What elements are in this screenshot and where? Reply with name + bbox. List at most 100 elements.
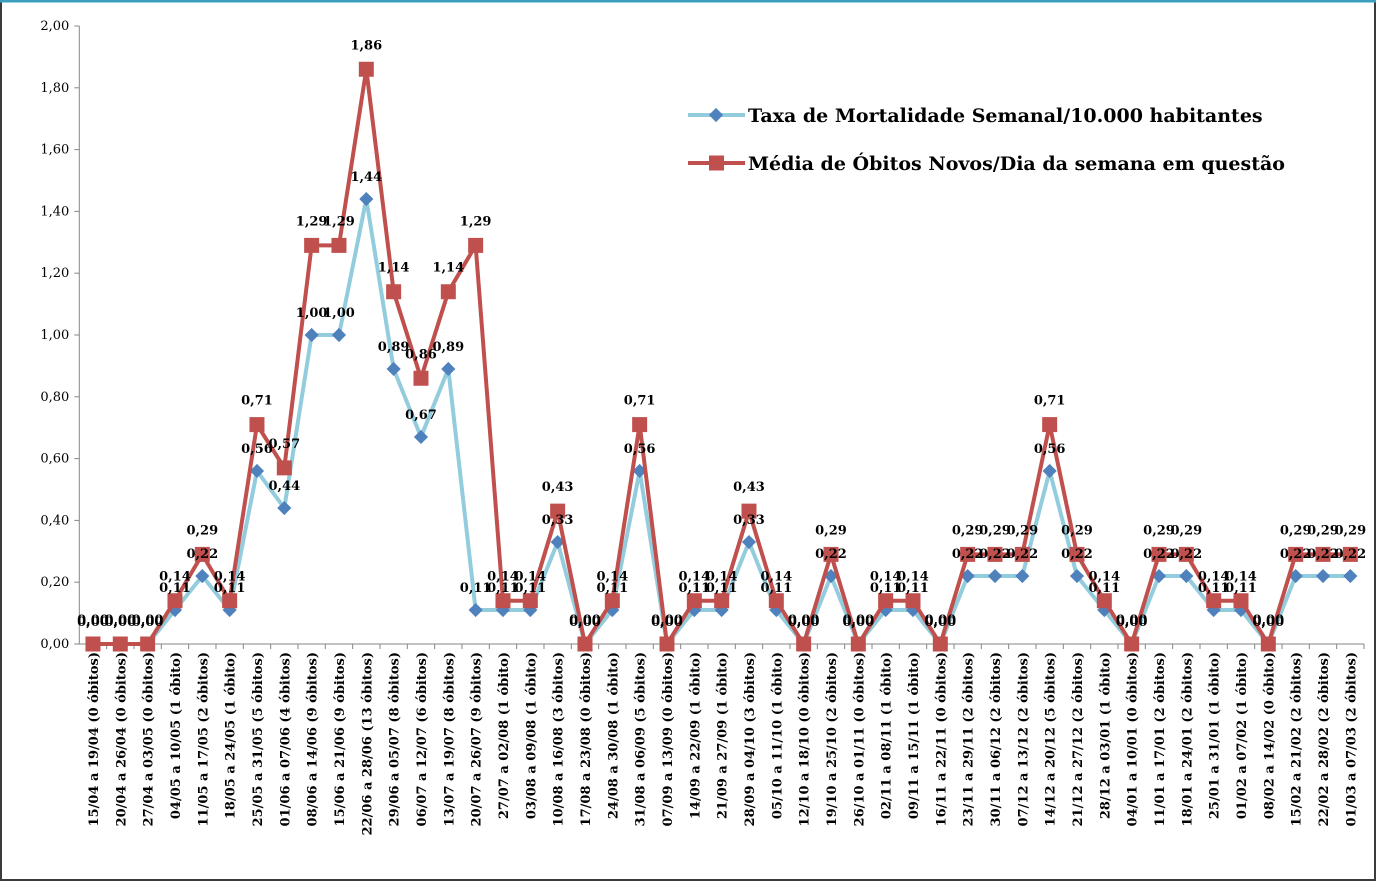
data-label: 0,29 xyxy=(1307,523,1339,538)
data-label: 0,00 xyxy=(842,613,874,628)
data-label: 0,11 xyxy=(706,581,738,596)
data-label: 0,00 xyxy=(924,613,956,628)
data-label: 0,71 xyxy=(241,394,273,409)
data-label: 0,22 xyxy=(186,547,218,562)
x-tick-label: 09/11 a 15/11 (1 óbito) xyxy=(907,652,922,819)
data-label: 0,00 xyxy=(569,613,601,628)
data-label: 0,22 xyxy=(952,547,984,562)
data-label: 0,14 xyxy=(897,570,929,585)
x-tick-label: 25/01 a 31/01 (1 óbito) xyxy=(1208,652,1223,819)
y-tick-label: 1,60 xyxy=(40,143,69,158)
square-marker xyxy=(1206,593,1222,609)
x-tick-label: 23/11 a 29/11 (2 óbitos) xyxy=(962,652,977,826)
data-label: 0,11 xyxy=(159,581,191,596)
x-tick-label: 18/05 a 24/05 (1 óbito) xyxy=(224,652,239,819)
x-tick-label: 20/04 a 26/04 (0 óbitos) xyxy=(114,652,129,826)
data-label: 0,44 xyxy=(268,479,300,494)
y-tick-label: 0,40 xyxy=(40,513,69,528)
diamond-marker xyxy=(359,191,374,207)
data-label: 0,00 xyxy=(1116,615,1148,630)
data-label: 0,14 xyxy=(678,570,710,585)
x-tick-label: 22/02 a 28/02 (2 óbitos) xyxy=(1317,652,1332,826)
legend-label: Taxa de Mortalidade Semanal/10.000 habit… xyxy=(748,105,1263,127)
square-marker xyxy=(714,593,730,609)
y-tick-label: 2,00 xyxy=(40,19,69,34)
square-marker xyxy=(276,460,292,476)
data-label: 0,29 xyxy=(1170,523,1202,538)
square-marker xyxy=(1233,593,1249,609)
data-label: 0,11 xyxy=(460,581,492,596)
x-tick-label: 07/12 a 13/12 (2 óbitos) xyxy=(1016,652,1031,826)
x-tick-label: 21/12 a 27/12 (2 óbitos) xyxy=(1071,652,1086,826)
square-marker xyxy=(632,417,648,433)
data-label: 0,89 xyxy=(378,340,410,355)
y-tick-label: 1,80 xyxy=(40,81,69,96)
x-tick-label: 06/07 a 12/07 (6 óbitos) xyxy=(415,652,430,826)
diamond-marker xyxy=(741,534,757,550)
data-label: 0,86 xyxy=(405,347,437,362)
data-label: 1,29 xyxy=(296,214,328,229)
diamond-marker xyxy=(1179,568,1194,584)
x-tick-label: 28/12 a 03/01 (1 óbito) xyxy=(1098,652,1113,819)
x-tick-label: 21/09 a 27/09 (1 óbito) xyxy=(716,652,731,819)
square-marker xyxy=(1124,636,1140,652)
x-tick-label: 18/01 a 24/01 (2 óbitos) xyxy=(1180,652,1195,826)
data-label: 0,57 xyxy=(268,437,300,452)
diamond-marker xyxy=(1315,568,1331,584)
square-marker xyxy=(850,636,866,652)
x-tick-label: 11/01 a 17/01 (2 óbitos) xyxy=(1153,652,1168,826)
data-label: 0,00 xyxy=(132,615,164,630)
square-marker xyxy=(1069,546,1085,562)
x-tick-label: 07/09 a 13/09 (0 óbitos) xyxy=(661,652,676,826)
data-label: 0,14 xyxy=(870,570,902,585)
data-label: 0,29 xyxy=(979,523,1011,538)
square-marker xyxy=(686,593,702,609)
data-label: 0,00 xyxy=(651,613,683,628)
diamond-marker xyxy=(277,500,292,516)
data-label: 0,00 xyxy=(842,615,874,630)
data-label: 0,22 xyxy=(815,547,847,562)
square-marker xyxy=(1178,546,1194,562)
data-label: 1,14 xyxy=(378,261,410,276)
data-label: 0,22 xyxy=(1280,547,1312,562)
square-marker xyxy=(768,593,784,609)
data-label: 0,14 xyxy=(1088,570,1120,585)
x-tick-label: 26/10 a 01/11 (0 óbitos) xyxy=(852,652,867,826)
data-label: 0,33 xyxy=(733,513,765,528)
square-marker xyxy=(823,546,839,562)
x-tick-label: 25/05 a 31/05 (5 óbitos) xyxy=(251,652,266,826)
data-label: 0,14 xyxy=(487,570,519,585)
diamond-marker xyxy=(550,534,565,550)
data-label: 0,00 xyxy=(651,615,683,630)
square-marker xyxy=(878,593,894,609)
data-label: 0,14 xyxy=(1225,570,1257,585)
x-tick-label: 01/06 a 07/06 (4 óbitos) xyxy=(278,652,293,826)
square-marker xyxy=(905,593,921,609)
diamond-marker xyxy=(304,327,319,343)
data-label: 0,29 xyxy=(1334,523,1366,538)
square-marker xyxy=(1014,546,1030,562)
diamond-marker xyxy=(468,602,483,618)
y-tick-label: 0,80 xyxy=(40,390,69,405)
x-tick-label: 16/11 a 22/11 (0 óbitos) xyxy=(934,652,949,826)
x-tick-label: 05/10 a 11/10 (1 óbito) xyxy=(770,652,785,819)
x-tick-label: 15/04 a 19/04 (0 óbitos) xyxy=(87,652,102,826)
x-tick-label: 20/07 a 26/07 (9 óbitos) xyxy=(470,652,485,826)
diamond-marker xyxy=(1069,568,1085,584)
data-label: 0,43 xyxy=(733,480,765,495)
data-label: 0,29 xyxy=(1061,523,1093,538)
square-marker xyxy=(1151,546,1167,562)
data-label: 0,29 xyxy=(815,523,847,538)
square-marker xyxy=(304,237,320,253)
data-label: 0,00 xyxy=(104,615,136,630)
square-marker xyxy=(249,417,265,433)
x-tick-label: 08/06 a 14/06 (9 óbitos) xyxy=(306,652,321,826)
y-tick-label: 1,00 xyxy=(40,328,69,343)
data-label: 0,29 xyxy=(1280,523,1312,538)
data-label: 0,14 xyxy=(596,570,628,585)
y-tick-label: 0,20 xyxy=(40,575,69,590)
data-label: 0,71 xyxy=(624,394,656,409)
diamond-marker xyxy=(1343,568,1358,584)
